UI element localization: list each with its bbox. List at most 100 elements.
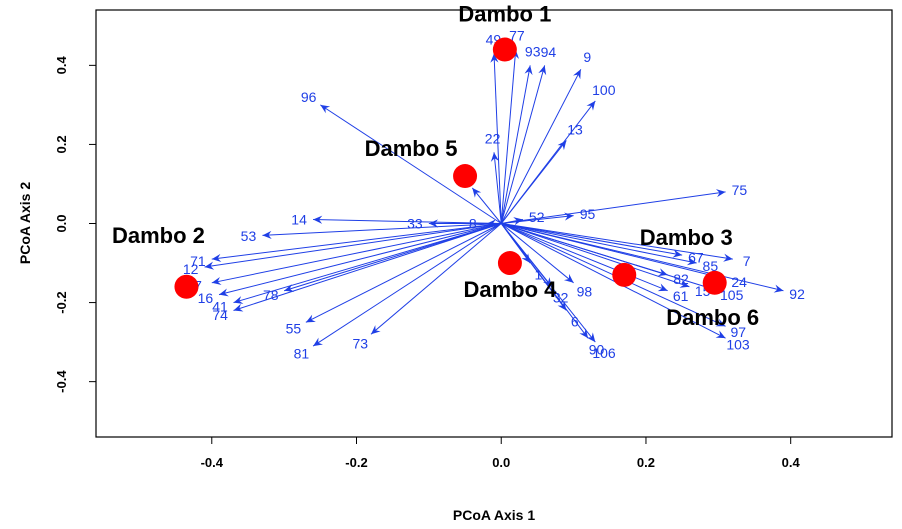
vector-label: 81 xyxy=(294,346,310,362)
y-axis: -0.4 -0.2 0.0 0.2 0.4 xyxy=(54,56,96,393)
site-point xyxy=(492,37,517,62)
site-label: Dambo 3 xyxy=(640,225,733,250)
vector-arrowhead xyxy=(773,284,784,293)
vector-label: 41 xyxy=(212,299,228,315)
vector-line xyxy=(500,223,574,284)
vector-arrowhead xyxy=(557,140,567,151)
vector-arrowhead xyxy=(521,253,531,264)
vector-arrowhead xyxy=(715,330,726,339)
vector-7: 7 xyxy=(501,223,751,269)
vector-106: 106 xyxy=(500,223,616,361)
vector-line xyxy=(500,69,582,224)
vector-line xyxy=(493,152,502,224)
vector-label: 103 xyxy=(726,337,750,353)
vector-94: 94 xyxy=(500,44,557,224)
y-tick-label: -0.4 xyxy=(54,370,69,393)
vector-label: 94 xyxy=(541,44,557,60)
vector-78: 78 xyxy=(263,223,502,303)
vector-arrowhead xyxy=(586,100,596,111)
vector-arrowhead xyxy=(564,212,574,221)
site-label: Dambo 1 xyxy=(458,2,551,27)
site-dambo-3: Dambo 3 xyxy=(612,225,733,287)
vector-96: 96 xyxy=(301,89,502,224)
vector-label: 1 xyxy=(535,266,543,282)
vector-arrowhead xyxy=(284,284,295,292)
vector-arrowhead xyxy=(672,249,683,258)
vector-74: 74 xyxy=(212,223,502,323)
vector-arrowhead xyxy=(320,104,331,114)
y-axis-title: PCoA Axis 2 xyxy=(17,182,33,264)
vector-label: 75 xyxy=(732,182,748,198)
vector-9: 9 xyxy=(500,49,591,224)
vector-label: 12 xyxy=(183,261,199,277)
vector-label: 71 xyxy=(190,253,206,269)
vector-label: 105 xyxy=(720,287,744,303)
vector-arrowhead xyxy=(715,318,726,327)
vector-line xyxy=(370,223,502,335)
vector-arrowhead xyxy=(679,279,690,288)
vector-13: 13 xyxy=(500,121,583,224)
vector-label: 95 xyxy=(580,206,596,222)
vector-arrowhead xyxy=(490,53,499,63)
vector-arrowhead xyxy=(262,230,272,239)
vector-label: 22 xyxy=(485,130,501,146)
vector-line xyxy=(500,223,596,343)
vector-arrowhead xyxy=(538,65,547,76)
vector-93: 93 xyxy=(500,44,541,224)
vector-49: 49 xyxy=(486,32,502,224)
x-axis: -0.4 -0.2 0.0 0.2 0.4 xyxy=(201,437,800,470)
site-dambo-6: Dambo 6 xyxy=(666,270,759,330)
vector-61: 61 xyxy=(501,223,689,304)
vector-label: 97 xyxy=(731,324,747,340)
vector-arrowhead xyxy=(211,253,222,263)
site-dambo-2: Dambo 2 xyxy=(112,223,205,299)
vector-line xyxy=(500,65,546,224)
vector-label: 96 xyxy=(301,89,317,105)
vector-line xyxy=(218,223,502,296)
vector-line xyxy=(501,223,726,339)
x-tick-label: -0.4 xyxy=(201,455,224,470)
site-point xyxy=(174,274,199,299)
vector-layer: 4977939491001396221975955214533387112716… xyxy=(183,28,805,362)
vector-line xyxy=(305,223,502,323)
vector-arrowhead xyxy=(563,273,574,283)
vector-arrowhead xyxy=(313,215,323,224)
vector-arrowhead xyxy=(524,65,533,76)
vector-line xyxy=(493,53,502,224)
site-point xyxy=(453,164,478,189)
vector-41: 41 xyxy=(212,223,502,315)
vector-line xyxy=(500,223,589,339)
vector-55: 55 xyxy=(286,223,502,337)
vector-label: 13 xyxy=(567,121,583,137)
vector-line xyxy=(320,104,502,224)
vector-label: 53 xyxy=(241,228,257,244)
vector-line xyxy=(313,219,502,224)
site-point xyxy=(612,262,637,287)
vector-arrowhead xyxy=(204,261,215,270)
site-point xyxy=(497,251,522,276)
vector-arrowhead xyxy=(715,189,726,198)
vector-arrowhead xyxy=(233,303,244,312)
vector-line xyxy=(501,223,733,260)
vector-arrowhead xyxy=(513,217,523,226)
vector-label: 106 xyxy=(592,345,616,361)
site-label: Dambo 2 xyxy=(112,223,205,248)
site-label: Dambo 5 xyxy=(365,136,458,161)
vector-line xyxy=(471,187,502,224)
vector-line xyxy=(262,223,502,236)
vector-label: 33 xyxy=(407,216,423,232)
vector-label: 93 xyxy=(525,44,541,60)
y-tick-label: 0.4 xyxy=(54,56,69,75)
vector-line xyxy=(501,191,726,224)
vector-arrowhead xyxy=(490,152,499,162)
vector-arrowhead xyxy=(723,253,733,262)
vector-52: 52 xyxy=(501,209,545,226)
site-label: Dambo 4 xyxy=(463,277,557,302)
x-tick-label: 0.0 xyxy=(492,455,510,470)
vector-22: 22 xyxy=(485,130,502,224)
vector-85: 85 xyxy=(501,223,718,274)
vector-75: 75 xyxy=(501,182,747,224)
vector-53: 53 xyxy=(241,223,502,244)
vector-arrowhead xyxy=(211,276,222,285)
